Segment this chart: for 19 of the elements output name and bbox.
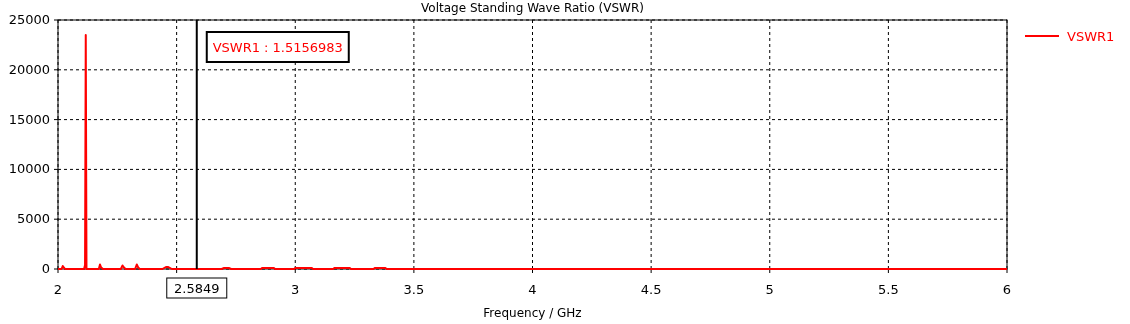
x-tick-label: 4.5 [640,282,662,297]
x-tick-label: 5 [765,282,774,297]
chart-title: Voltage Standing Wave Ratio (VSWR) [421,1,644,15]
y-tick-label: 15000 [8,111,50,127]
y-tick-label: 5000 [16,211,50,227]
x-tick-label: 2 [53,282,63,297]
y-tick-label: 25000 [8,12,50,27]
y-tick-label: 0 [41,261,50,276]
x-axis-title: Frequency / GHz [483,306,582,320]
x-tick-label: 3.5 [403,282,425,297]
ref-line-label: 2.5849 [174,281,220,296]
annotation: VSWR1 : 1.5156983 [212,40,343,55]
y-tick-label: 20000 [8,61,50,77]
y-tick-label: 10000 [8,161,50,177]
x-tick-label: 5.5 [878,282,899,297]
x-tick-label: 6 [1002,282,1012,297]
legend-label: VSWR1 [1067,29,1115,44]
x-tick-label: 4 [528,282,537,297]
x-tick-label: 3 [291,282,300,297]
